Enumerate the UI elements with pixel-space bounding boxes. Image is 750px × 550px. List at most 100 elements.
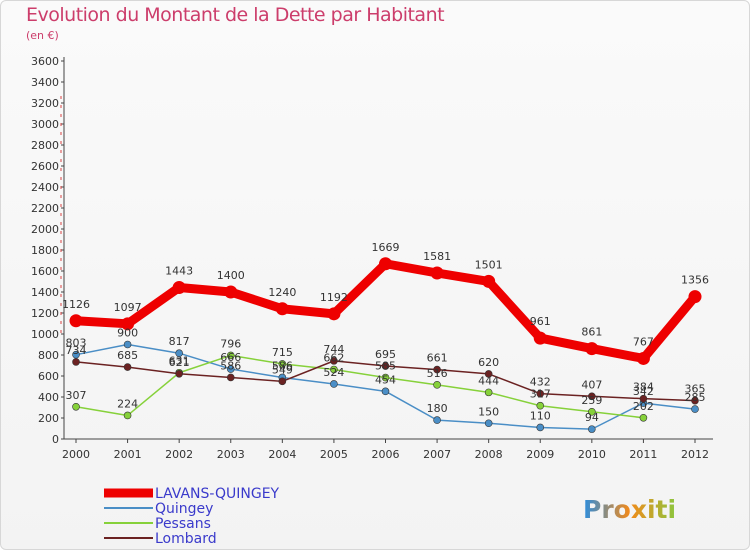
data-point — [278, 360, 287, 368]
data-label: 685 — [117, 349, 138, 362]
y-tick-label: 3200 — [31, 97, 59, 110]
data-point — [72, 402, 80, 411]
y-tick-label: 1600 — [31, 265, 59, 278]
x-tick-label: 2004 — [268, 448, 296, 461]
data-label: 365 — [685, 383, 706, 396]
series-layer — [69, 257, 702, 433]
data-label: 524 — [323, 366, 344, 379]
data-point — [482, 274, 496, 288]
data-point — [430, 266, 444, 280]
data-label: 715 — [272, 346, 293, 359]
data-label: 432 — [530, 376, 551, 389]
data-label: 621 — [169, 356, 190, 369]
data-label: 631 — [169, 355, 190, 368]
data-point — [72, 358, 80, 366]
data-point — [379, 257, 392, 271]
data-point — [330, 380, 338, 388]
data-label: 1501 — [475, 258, 503, 271]
data-point — [536, 389, 545, 398]
data-point — [172, 280, 186, 294]
data-point — [275, 302, 289, 316]
y-tick-label: 0 — [52, 433, 59, 446]
data-label: 767 — [633, 335, 654, 348]
data-point — [226, 365, 235, 373]
data-label: 224 — [117, 397, 138, 410]
x-tick-label: 2007 — [423, 448, 451, 461]
data-point — [224, 285, 238, 299]
data-point — [536, 401, 545, 410]
x-tick-label: 2000 — [62, 448, 90, 461]
data-label: 744 — [323, 343, 344, 356]
data-label: 1443 — [165, 264, 193, 277]
y-tick-label: 200 — [38, 412, 59, 425]
chart-title: Evolution du Montant de la Dette par Hab… — [26, 4, 445, 26]
x-tick-label: 2001 — [114, 448, 142, 461]
data-label: 585 — [375, 360, 396, 373]
x-tick-label: 2010 — [578, 448, 606, 461]
y-tick-label: 2800 — [31, 139, 59, 152]
data-point — [433, 381, 441, 389]
data-point — [123, 363, 132, 371]
x-tick-label: 2012 — [681, 448, 709, 461]
data-point — [639, 394, 648, 403]
x-tick-label: 2002 — [165, 448, 193, 461]
data-point — [484, 388, 493, 397]
data-label: 384 — [633, 381, 654, 394]
data-point — [691, 396, 699, 405]
data-point — [330, 365, 338, 374]
data-point — [688, 290, 702, 304]
data-label: 586 — [272, 359, 293, 372]
data-label: 259 — [581, 394, 602, 407]
data-point — [533, 331, 547, 345]
y-tick-label: 800 — [38, 349, 59, 362]
data-point — [588, 425, 596, 433]
data-point — [381, 362, 390, 370]
data-point — [175, 349, 183, 358]
data-label: 516 — [427, 367, 448, 380]
data-point — [585, 342, 599, 356]
data-label: 1240 — [268, 286, 296, 299]
y-tick-label: 2000 — [31, 223, 59, 236]
y-tick-label: 400 — [38, 391, 59, 404]
data-point — [636, 351, 650, 365]
data-label: 202 — [633, 400, 654, 413]
data-label: 900 — [117, 327, 138, 340]
data-point — [691, 405, 699, 413]
data-point — [69, 314, 83, 328]
data-label: 961 — [530, 315, 551, 328]
data-label: 150 — [478, 405, 499, 418]
data-point — [226, 351, 235, 360]
x-tick-label: 2003 — [217, 448, 245, 461]
legend-label: Lombard — [155, 531, 217, 547]
data-label: 586 — [220, 359, 241, 372]
data-point — [381, 373, 390, 382]
data-point — [175, 369, 183, 378]
legend-label: Quingey — [155, 501, 213, 517]
data-point — [330, 357, 338, 365]
data-point — [433, 365, 441, 374]
data-label: 817 — [169, 335, 190, 348]
data-point — [123, 411, 132, 420]
data-label: 444 — [478, 374, 499, 387]
data-point — [327, 307, 341, 321]
y-tick-label: 1200 — [31, 307, 59, 320]
data-point — [484, 370, 493, 378]
data-point — [536, 423, 545, 432]
data-label: 307 — [66, 389, 87, 402]
data-label: 666 — [220, 351, 241, 364]
data-label: 1097 — [114, 301, 142, 314]
y-tick-label: 2400 — [31, 181, 59, 194]
data-label: 407 — [581, 378, 602, 391]
data-label: 110 — [530, 409, 551, 422]
y-tick-label: 1000 — [31, 328, 59, 341]
data-point — [278, 377, 287, 386]
series-line-pessans — [75, 354, 645, 419]
x-tick-label: 2011 — [629, 448, 657, 461]
axes: 0 200 400 600 800 1000 1200 1400 1600 1800 2000 220… — [31, 55, 713, 461]
y-tick-label: 1400 — [31, 286, 59, 299]
data-label: 1192 — [320, 291, 348, 304]
data-point — [226, 373, 235, 382]
proxiti-logo: Proxiti — [583, 495, 676, 524]
